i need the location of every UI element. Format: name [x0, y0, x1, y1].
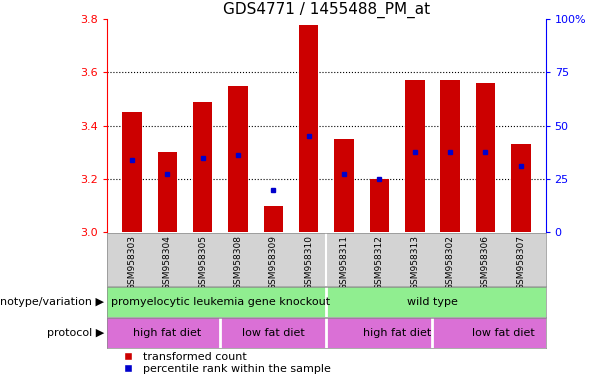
Text: GSM958312: GSM958312 [375, 235, 384, 290]
Bar [370, 179, 389, 232]
Text: wild type: wild type [407, 297, 458, 307]
Bar [334, 139, 354, 232]
Legend: transformed count, percentile rank within the sample: transformed count, percentile rank withi… [113, 348, 335, 379]
Text: low fat diet: low fat diet [242, 328, 305, 338]
Bar [158, 152, 177, 232]
Text: high fat diet: high fat diet [133, 328, 202, 338]
Bar [511, 144, 530, 232]
Text: high fat diet: high fat diet [363, 328, 431, 338]
Text: GSM958311: GSM958311 [340, 235, 349, 290]
Text: GSM958303: GSM958303 [128, 235, 137, 290]
Bar [405, 81, 425, 232]
Bar [440, 81, 460, 232]
Bar [123, 113, 142, 232]
Text: GSM958306: GSM958306 [481, 235, 490, 290]
Text: GSM958305: GSM958305 [198, 235, 207, 290]
Bar [264, 206, 283, 232]
Text: GSM958308: GSM958308 [234, 235, 243, 290]
Text: GSM958309: GSM958309 [269, 235, 278, 290]
Text: GSM958313: GSM958313 [410, 235, 419, 290]
Text: genotype/variation ▶: genotype/variation ▶ [0, 297, 104, 307]
Text: GSM958302: GSM958302 [446, 235, 455, 290]
Title: GDS4771 / 1455488_PM_at: GDS4771 / 1455488_PM_at [223, 2, 430, 18]
Bar [193, 102, 213, 232]
Text: GSM958307: GSM958307 [516, 235, 525, 290]
Text: low fat diet: low fat diet [472, 328, 535, 338]
Text: GSM958310: GSM958310 [304, 235, 313, 290]
Text: protocol ▶: protocol ▶ [47, 328, 104, 338]
Bar [228, 86, 248, 232]
Bar [299, 25, 319, 232]
Text: GSM958304: GSM958304 [163, 235, 172, 290]
Bar [476, 83, 495, 232]
Text: promyelocytic leukemia gene knockout: promyelocytic leukemia gene knockout [111, 297, 330, 307]
